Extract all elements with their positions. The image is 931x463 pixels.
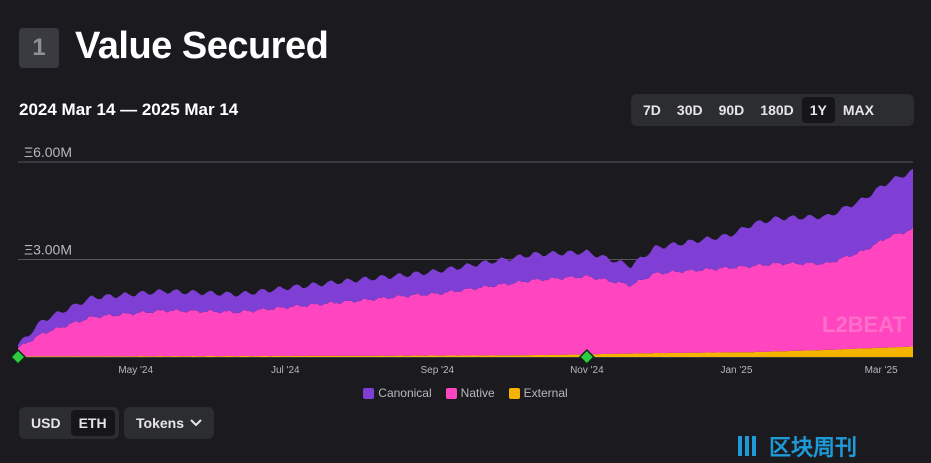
site-watermark: 区块周刊 [735,430,857,462]
tokens-dropdown[interactable]: Tokens [124,407,214,439]
x-tick-label: Jul '24 [271,365,300,376]
l2beat-watermark: L2BEAT [822,312,906,337]
milestone-marker[interactable] [578,348,595,366]
y-tick-label: Ξ3.00M [24,242,72,258]
section-number-badge: 1 [19,28,59,68]
legend-canonical-label: Canonical [378,386,432,400]
timeframe-180d[interactable]: 180D [760,102,794,118]
unit-eth-button[interactable]: ETH [70,410,115,436]
series-area-native [18,227,913,357]
tokens-label: Tokens [136,415,184,431]
unit-toggle: USD ETH [19,407,119,439]
series-area-canonical [18,168,913,349]
timeframe-30d[interactable]: 30D [676,102,703,118]
canonical-swatch [363,387,375,399]
timeframe-1y[interactable]: 1Y [801,97,835,123]
x-tick-label: Sep '24 [420,365,454,376]
x-tick-label: Jan '25 [720,365,752,376]
x-tick-label: May '24 [118,365,153,376]
milestone-marker[interactable] [9,348,27,366]
legend-native[interactable]: Native [445,386,495,400]
date-range-label: 2024 Mar 14 — 2025 Mar 14 [19,100,239,119]
x-tick-label: Mar '25 [865,365,898,376]
chart-legend: Canonical Native External [0,386,931,400]
watermark-text: 区块周刊 [769,435,858,460]
chevron-down-icon [190,419,202,427]
native-swatch [445,387,457,399]
legend-native-label: Native [460,386,495,400]
page-title: Value Secured [75,25,329,67]
unit-usd-button[interactable]: USD [31,415,61,431]
legend-external[interactable]: External [508,386,568,400]
y-tick-label: Ξ6.00M [24,144,72,160]
legend-canonical[interactable]: Canonical [363,386,432,400]
external-swatch [508,387,520,399]
x-tick-label: Nov '24 [570,365,604,376]
series-area-external [18,346,913,357]
timeframe-90d[interactable]: 90D [718,102,745,118]
watermark-logo-icon [738,436,756,456]
legend-external-label: External [523,386,568,400]
timeframe-selector: 7D 30D 90D 180D 1Y MAX [631,94,914,126]
timeframe-7d[interactable]: 7D [643,102,661,118]
timeframe-max[interactable]: MAX [842,102,874,118]
